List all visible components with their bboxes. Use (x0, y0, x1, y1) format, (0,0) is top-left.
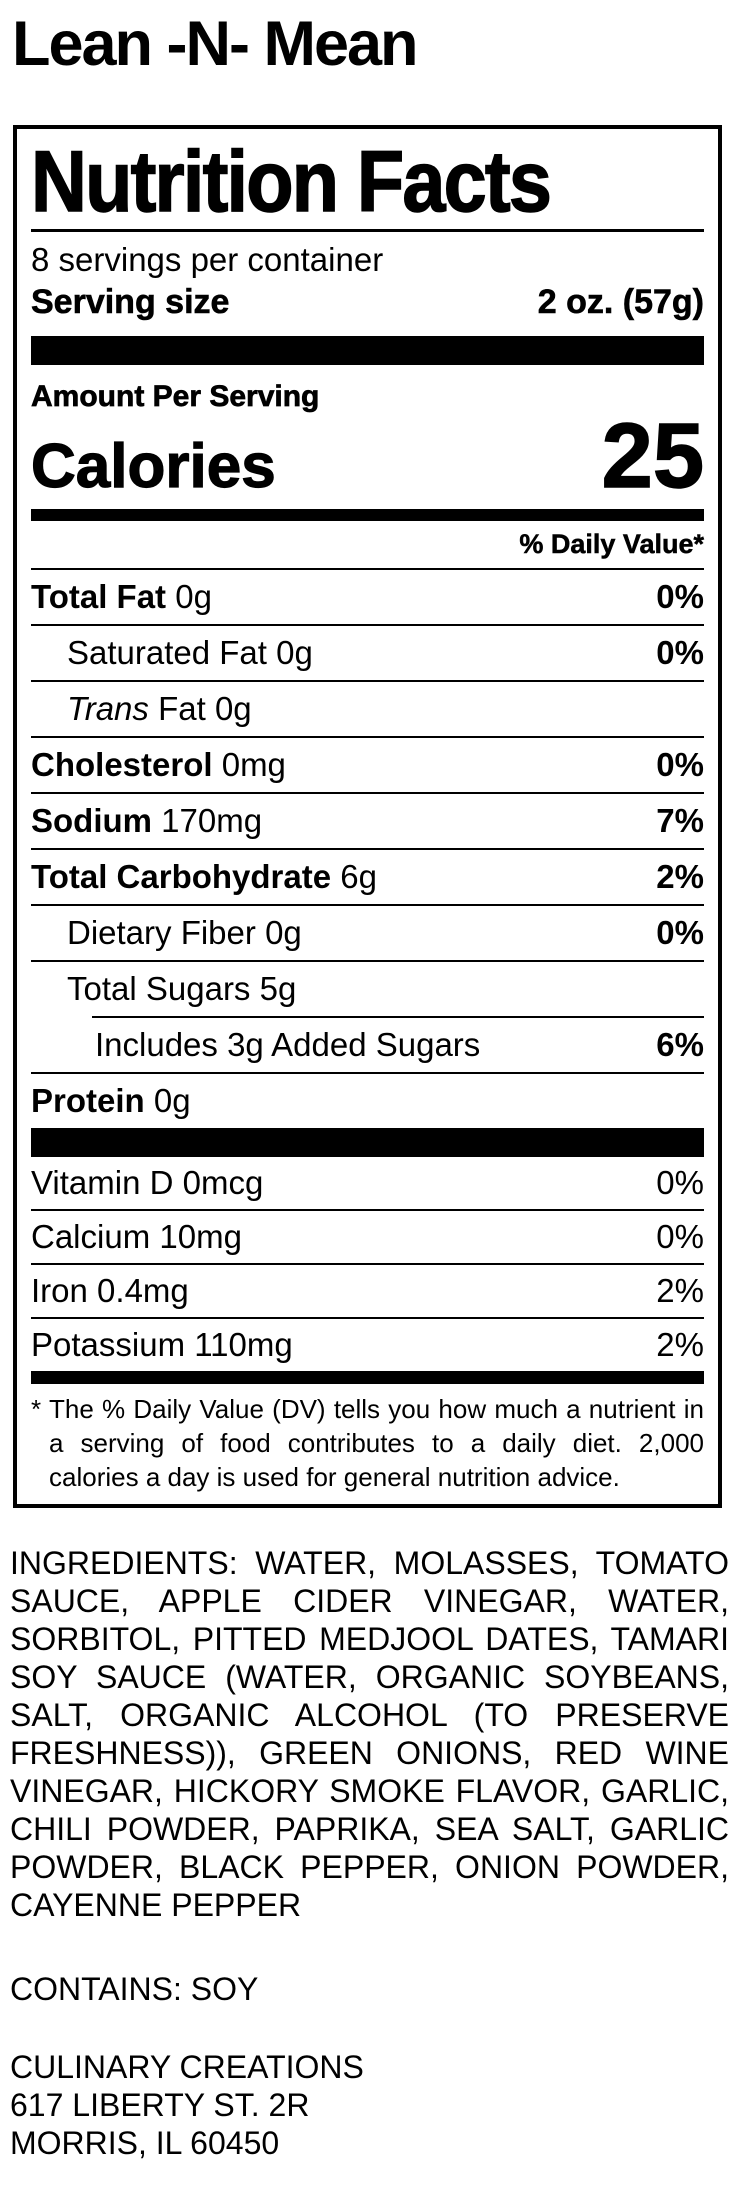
divider-medium (31, 509, 704, 522)
nutrient-name: Dietary Fiber (67, 914, 256, 952)
serving-size-value: 2 oz. (57g) (537, 283, 704, 322)
calories-value: 25 (601, 405, 705, 508)
daily-value: 0% (656, 1218, 704, 1256)
footnote-asterisk: * (31, 1394, 42, 1425)
daily-value: 0% (656, 634, 704, 672)
daily-value-footnote: * The % Daily Value (DV) tells you how m… (31, 1392, 704, 1494)
nutrient-amount: 170mg (161, 802, 263, 840)
row-trans-fat: Trans Fat 0g (31, 682, 704, 739)
manufacturer-address-line2: MORRIS, IL 60450 (10, 2125, 280, 2162)
nutrient-amount: 0g (175, 578, 212, 616)
nutrient-name-italic: Trans (67, 690, 149, 728)
daily-value: 0% (656, 914, 704, 952)
nutrient-amount: 0.4mg (97, 1272, 189, 1310)
nutrient-name: Cholesterol (31, 746, 213, 784)
nutrient-amount: 0mcg (182, 1164, 264, 1202)
row-vitamin-d: Vitamin D 0mcg 0% (31, 1157, 704, 1212)
product-title: Lean -N- Mean (12, 9, 419, 79)
nutrient-name: Potassium (31, 1326, 186, 1364)
nutrient-name: Protein (31, 1082, 145, 1120)
daily-value-header: % Daily Value* (31, 521, 704, 571)
footnote-text: The % Daily Value (DV) tells you how muc… (49, 1394, 704, 1493)
nutrient-amount: 0g (214, 690, 252, 728)
nutrient-amount: 10mg (159, 1218, 242, 1256)
row-total-sugars: Total Sugars 5g (31, 962, 704, 1016)
row-total-carbohydrate: Total Carbohydrate 6g 2% (31, 850, 704, 907)
daily-value: 0% (656, 1164, 704, 1202)
serving-size-label: Serving size (31, 283, 230, 322)
nutrient-amount: 0g (276, 634, 313, 672)
nutrition-facts-label: Nutrition Facts 8 servings per container… (13, 125, 722, 1509)
nutrient-amount: 5g (259, 970, 297, 1008)
nutrition-facts-title: Nutrition Facts (30, 134, 552, 231)
page: Lean -N- Mean Nutrition Facts 8 servings… (0, 9, 735, 2190)
row-potassium: Potassium 110mg 2% (31, 1319, 704, 1371)
serving-size-row: Serving size 2 oz. (57g) (31, 280, 705, 324)
daily-value: 0% (656, 578, 704, 616)
manufacturer-name: CULINARY CREATIONS (10, 2049, 364, 2086)
nutrient-amount: 0g (153, 1082, 191, 1120)
daily-value: 6% (656, 1026, 704, 1064)
nutrient-name: Sodium (31, 802, 152, 840)
row-protein: Protein 0g (31, 1074, 704, 1128)
divider-medium (31, 1371, 704, 1385)
divider (31, 229, 704, 233)
manufacturer-address-line1: 617 LIBERTY ST. 2R (10, 2087, 310, 2124)
servings-per-container: 8 servings per container (31, 241, 384, 279)
row-sodium: Sodium 170mg 7% (31, 794, 704, 851)
calories-row: Calories 25 (30, 405, 705, 508)
daily-value: 2% (656, 1326, 704, 1364)
divider-thick (31, 336, 704, 366)
daily-value: 0% (656, 746, 704, 784)
row-iron: Iron 0.4mg 2% (31, 1265, 704, 1320)
daily-value: 2% (656, 1272, 704, 1310)
nutrient-name: Saturated Fat (67, 634, 267, 672)
nutrient-amount: 6g (340, 858, 377, 896)
nutrient-amount: 0mg (221, 746, 286, 784)
nutrient-name: Includes 3g Added Sugars (95, 1026, 481, 1064)
row-cholesterol: Cholesterol 0mg 0% (31, 738, 704, 795)
row-saturated-fat: Saturated Fat 0g 0% (31, 626, 704, 683)
nutrient-amount: 0g (265, 914, 302, 952)
allergen-statement: CONTAINS: SOY (10, 1971, 259, 2008)
row-total-fat: Total Fat 0g 0% (31, 570, 704, 627)
divider-thick (31, 1128, 704, 1158)
row-calcium: Calcium 10mg 0% (31, 1211, 704, 1266)
amount-per-serving-label: Amount Per Serving (31, 380, 320, 414)
row-added-sugars: Includes 3g Added Sugars 6% (31, 1018, 704, 1075)
row-dietary-fiber: Dietary Fiber 0g 0% (31, 906, 704, 963)
daily-value: 7% (656, 802, 704, 840)
nutrient-amount: 110mg (194, 1326, 293, 1364)
nutrient-name: Vitamin D (31, 1164, 174, 1202)
divider-indented (92, 1016, 704, 1019)
calories-label: Calories (30, 432, 276, 502)
nutrient-name: Total Fat (31, 578, 167, 616)
nutrient-name: Iron (31, 1272, 88, 1310)
nutrient-name: Calcium (31, 1218, 151, 1256)
daily-value: 2% (656, 858, 704, 896)
nutrient-name: Fat (158, 690, 206, 728)
ingredients-text: INGREDIENTS: WATER, MOLASSES, TOMATO SAU… (10, 1545, 729, 1924)
nutrient-name: Total Carbohydrate (31, 858, 332, 896)
nutrient-name: Total Sugars (67, 970, 251, 1008)
manufacturer-block: CULINARY CREATIONS 617 LIBERTY ST. 2R MO… (10, 2048, 729, 2162)
